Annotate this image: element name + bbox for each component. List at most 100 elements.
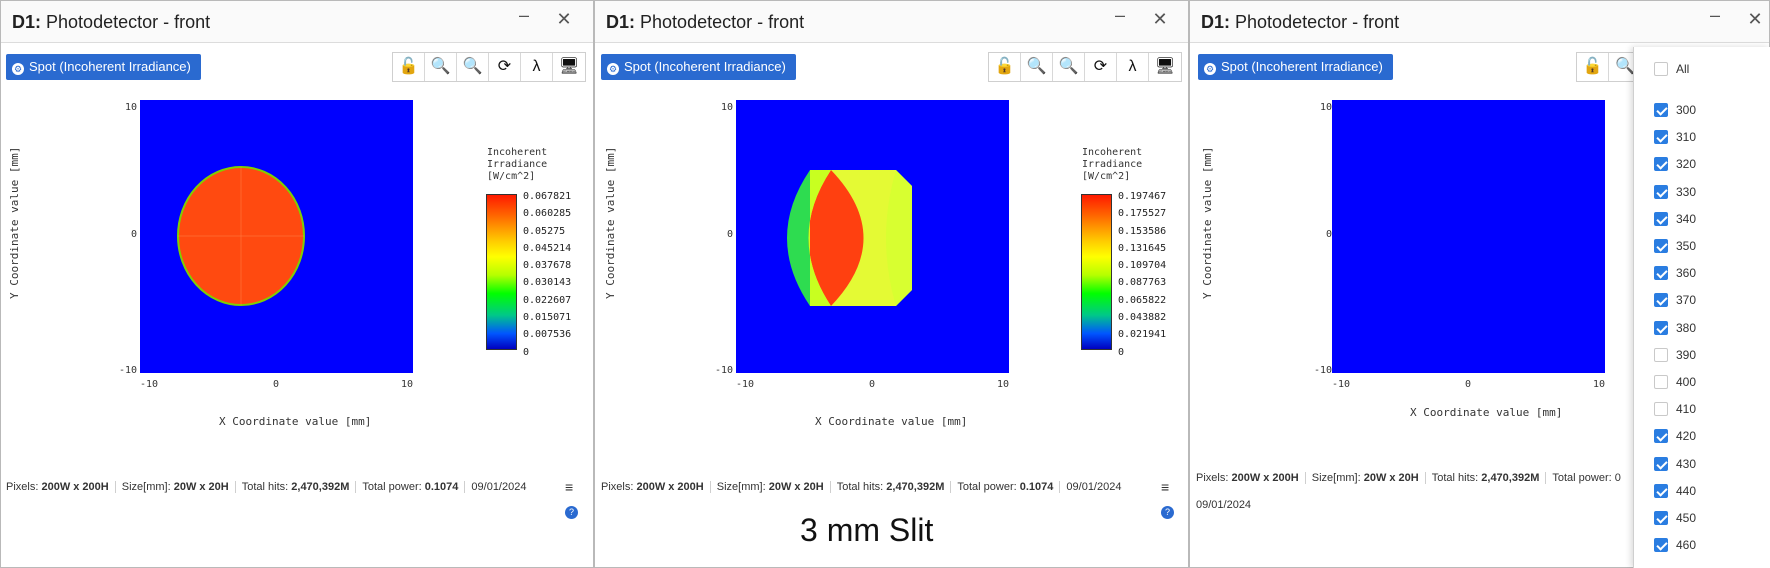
y-tick: 10 <box>125 102 138 113</box>
plot-toolbar: 🔓 🔍 <box>1576 52 1642 82</box>
y-axis-label: Y Coordinate value [mm] <box>8 146 21 299</box>
lambda-icon[interactable]: λ <box>1117 53 1149 81</box>
checkbox[interactable] <box>1654 103 1668 117</box>
irradiance-map <box>787 170 912 306</box>
wavelength-filter-dropdown[interactable]: All 300 310 320 330 340 350 360 370 380 390 400 410 4… <box>1633 47 1770 568</box>
spot-irradiance-button[interactable]: ⚙ Spot (Incoherent Irradiance) <box>1198 54 1393 80</box>
y-tick: -10 <box>119 365 138 376</box>
wavelength-label: 450 <box>1676 511 1697 525</box>
wavelength-option-360[interactable]: 360 <box>1654 263 1696 283</box>
close-button[interactable]: ✕ <box>1747 9 1763 29</box>
wavelength-option-330[interactable]: 330 <box>1654 182 1696 202</box>
wavelength-option-350[interactable]: 350 <box>1654 236 1696 256</box>
x-axis-label: X Coordinate value [mm] <box>219 415 372 428</box>
wavelength-option-410[interactable]: 410 <box>1654 399 1696 419</box>
wavelength-label: 320 <box>1676 157 1697 172</box>
checkbox[interactable] <box>1654 211 1668 226</box>
checkbox[interactable] <box>1654 62 1668 76</box>
monitor-icon[interactable]: 🖥 <box>1154 58 1176 75</box>
wavelength-option-340[interactable]: 340 <box>1654 209 1696 229</box>
help-icon[interactable]: ? <box>565 506 578 519</box>
refresh-icon[interactable]: ⟳ <box>1085 53 1117 81</box>
status-bar: Pixels: 200W x 200H Size[mm]: 20W x 20H … <box>1196 472 1621 484</box>
lambda-icon[interactable]: λ <box>521 53 553 81</box>
y-tick: 10 <box>1320 102 1333 113</box>
zoom-out-icon[interactable]: 🔍 <box>1053 53 1085 81</box>
x-tick: -10 <box>736 379 755 390</box>
y-tick: 10 <box>721 102 734 113</box>
minimize-button[interactable]: – <box>1114 5 1125 25</box>
window-titlebar[interactable]: D1: Photodetector - front – ✕ <box>1 1 593 43</box>
irradiance-plot[interactable] <box>140 100 413 373</box>
wavelength-option-390[interactable]: 390 <box>1654 345 1696 365</box>
colorbar <box>486 194 517 350</box>
wavelength-option-300[interactable]: 300 <box>1654 100 1696 120</box>
plot-toolbar: 🔓 🔍 🔍 ⟳ λ 🖥 <box>988 52 1182 82</box>
wavelength-option-370[interactable]: 370 <box>1654 290 1696 310</box>
wavelength-label: 340 <box>1676 211 1697 226</box>
wavelength-label: 380 <box>1676 320 1697 335</box>
zoom-out-icon[interactable]: 🔍 <box>457 53 489 81</box>
window-title: D1: Photodetector - front <box>606 12 805 32</box>
y-tick: 0 <box>1326 229 1333 240</box>
checkbox[interactable] <box>1654 375 1668 389</box>
wavelength-option-380[interactable]: 380 <box>1654 318 1696 338</box>
irradiance-plot[interactable] <box>1332 100 1605 373</box>
wavelength-label: 420 <box>1676 429 1697 444</box>
monitor-icon[interactable]: 🖥 <box>558 58 580 75</box>
x-tick: 0 <box>1465 379 1472 390</box>
wavelength-option-450[interactable]: 450 <box>1654 508 1696 528</box>
zoom-in-icon[interactable]: 🔍 <box>1021 53 1053 81</box>
window-titlebar[interactable]: D1: Photodetector - front – ✕ <box>595 1 1188 43</box>
status-bar: Pixels: 200W x 200H Size[mm]: 20W x 20H … <box>6 481 527 493</box>
y-tick: 0 <box>727 229 734 240</box>
wavelength-option-460[interactable]: 460 <box>1654 535 1696 555</box>
lock-icon[interactable]: 🔓 <box>989 53 1021 81</box>
wavelength-label: 350 <box>1676 239 1697 253</box>
minimize-button[interactable]: – <box>1709 5 1720 25</box>
irradiance-plot[interactable] <box>736 100 1009 373</box>
checkbox[interactable] <box>1654 402 1668 417</box>
colorbar-values: 0.197467 0.175527 0.153586 0.131645 0.1097… <box>1118 191 1167 358</box>
zoom-in-icon[interactable]: 🔍 <box>1615 58 1635 75</box>
checkbox[interactable] <box>1654 157 1668 172</box>
checkbox[interactable] <box>1654 239 1668 253</box>
minimize-button[interactable]: – <box>518 5 529 25</box>
checkbox[interactable] <box>1654 483 1668 498</box>
spot-irradiance-button[interactable]: ⚙ Spot (Incoherent Irradiance) <box>6 54 201 80</box>
wavelength-option-310[interactable]: 310 <box>1654 127 1696 147</box>
lock-icon[interactable]: 🔓 <box>1577 53 1609 81</box>
wavelength-option-all[interactable]: All <box>1654 59 1689 79</box>
checkbox[interactable] <box>1654 293 1668 308</box>
zoom-in-icon[interactable]: 🔍 <box>425 53 457 81</box>
checkbox[interactable] <box>1654 456 1668 471</box>
hamburger-menu-icon[interactable]: ≡ <box>1161 479 1170 495</box>
checkbox[interactable] <box>1654 130 1668 145</box>
wavelength-option-440[interactable]: 440 <box>1654 481 1696 501</box>
wavelength-label: 310 <box>1676 130 1697 145</box>
gear-icon: ⚙ <box>1204 63 1216 75</box>
wavelength-option-400[interactable]: 400 <box>1654 372 1696 392</box>
checkbox[interactable] <box>1654 511 1668 525</box>
checkbox[interactable] <box>1654 320 1668 335</box>
checkbox[interactable] <box>1654 266 1668 281</box>
plot-toolbar: 🔓 🔍 🔍 ⟳ λ 🖥 <box>392 52 586 82</box>
help-icon[interactable]: ? <box>1161 506 1174 519</box>
wavelength-label: 370 <box>1676 293 1697 308</box>
close-button[interactable]: ✕ <box>1152 9 1168 29</box>
spot-irradiance-button[interactable]: ⚙ Spot (Incoherent Irradiance) <box>601 54 796 80</box>
checkbox[interactable] <box>1654 538 1668 553</box>
wavelength-option-420[interactable]: 420 <box>1654 426 1696 446</box>
checkbox[interactable] <box>1654 429 1668 444</box>
checkbox[interactable] <box>1654 184 1668 199</box>
wavelength-option-320[interactable]: 320 <box>1654 154 1696 174</box>
y-tick: -10 <box>715 365 734 376</box>
close-button[interactable]: ✕ <box>556 9 572 29</box>
lock-icon[interactable]: 🔓 <box>393 53 425 81</box>
refresh-icon[interactable]: ⟳ <box>489 53 521 81</box>
wavelength-option-430[interactable]: 430 <box>1654 454 1696 474</box>
colorbar <box>1081 194 1112 350</box>
hamburger-menu-icon[interactable]: ≡ <box>565 479 574 495</box>
window-titlebar[interactable]: D1: Photodetector - front – ✕ <box>1190 1 1769 43</box>
checkbox[interactable] <box>1654 347 1668 362</box>
